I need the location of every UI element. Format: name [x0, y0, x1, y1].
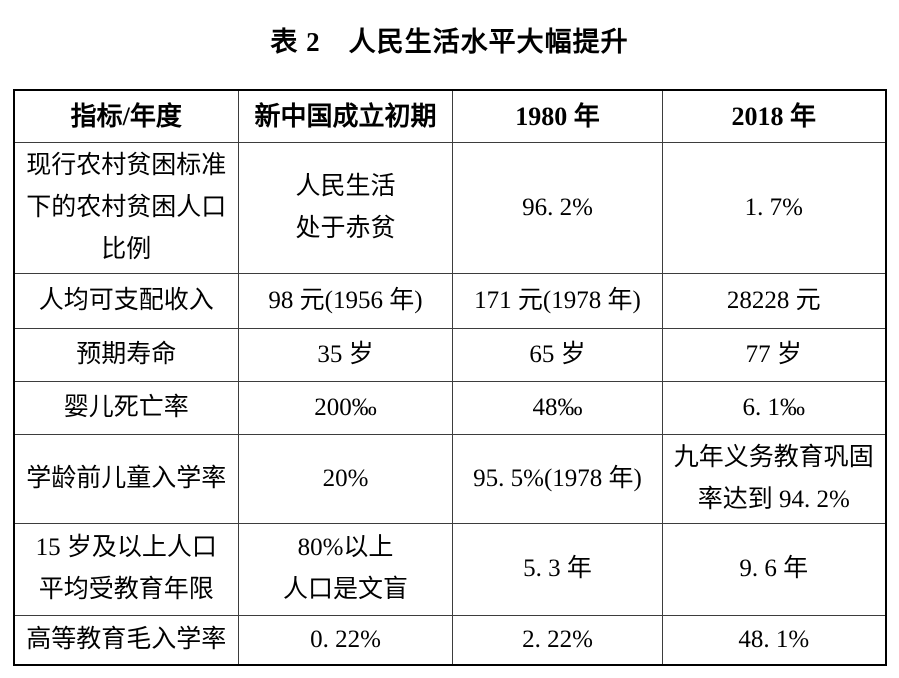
cell-value: 九年义务教育巩固 率达到 94. 2% [662, 433, 886, 524]
cell-value: 28228 元 [662, 272, 886, 329]
table-row-disposable-income: 人均可支配收入 98 元(1956 年) 171 元(1978 年) 28228… [13, 272, 886, 329]
table-body: 现行农村贫困标准 下的农村贫困人口 比例 人民生活 处于赤贫 96. 2% 1.… [13, 141, 886, 666]
header-cell-2018: 2018 年 [662, 89, 886, 143]
table-caption: 表 2 人民生活水平大幅提升 [270, 27, 629, 57]
cell-value: 171 元(1978 年) [452, 272, 663, 329]
cell-value: 65 岁 [452, 327, 663, 382]
cell-value: 96. 2% [452, 141, 663, 274]
header-cell-1980: 1980 年 [452, 89, 663, 143]
cell-value: 6. 1‰ [662, 380, 886, 435]
cell-indicator: 婴儿死亡率 [13, 380, 239, 435]
cell-value: 35 岁 [238, 327, 453, 382]
cell-value: 48. 1% [662, 614, 886, 666]
statistics-table: 指标/年度 新中国成立初期 1980 年 2018 年 现行农村贫困标准 下的农… [12, 89, 887, 667]
cell-value: 5. 3 年 [452, 522, 663, 616]
cell-indicator: 15 岁及以上人口 平均受教育年限 [13, 522, 239, 616]
table-row-preschool-enrollment: 学龄前儿童入学率 20% 95. 5%(1978 年) 九年义务教育巩固 率达到… [13, 433, 886, 524]
cell-indicator: 人均可支配收入 [13, 272, 239, 329]
cell-indicator: 学龄前儿童入学率 [13, 433, 239, 524]
table-row-infant-mortality: 婴儿死亡率 200‰ 48‰ 6. 1‰ [13, 380, 886, 435]
table-row-life-expectancy: 预期寿命 35 岁 65 岁 77 岁 [13, 327, 886, 382]
cell-indicator: 高等教育毛入学率 [13, 614, 239, 666]
cell-indicator: 预期寿命 [13, 327, 239, 382]
cell-value: 80%以上 人口是文盲 [238, 522, 453, 616]
header-row: 指标/年度 新中国成立初期 1980 年 2018 年 [13, 89, 886, 143]
cell-value: 48‰ [452, 380, 663, 435]
header-cell-early-prc: 新中国成立初期 [238, 89, 453, 143]
cell-value: 200‰ [238, 380, 453, 435]
cell-indicator: 现行农村贫困标准 下的农村贫困人口 比例 [13, 141, 239, 274]
cell-value: 20% [238, 433, 453, 524]
table-row-years-of-education: 15 岁及以上人口 平均受教育年限 80%以上 人口是文盲 5. 3 年 9. … [13, 522, 886, 616]
cell-value: 0. 22% [238, 614, 453, 666]
cell-value: 98 元(1956 年) [238, 272, 453, 329]
table-row-rural-poverty: 现行农村贫困标准 下的农村贫困人口 比例 人民生活 处于赤贫 96. 2% 1.… [13, 141, 886, 274]
cell-value: 1. 7% [662, 141, 886, 274]
cell-value: 2. 22% [452, 614, 663, 666]
cell-value: 77 岁 [662, 327, 886, 382]
cell-value: 95. 5%(1978 年) [452, 433, 663, 524]
table-row-higher-education-enrollment: 高等教育毛入学率 0. 22% 2. 22% 48. 1% [13, 614, 886, 666]
cell-value: 人民生活 处于赤贫 [238, 141, 453, 274]
cell-value: 9. 6 年 [662, 522, 886, 616]
header-cell-indicator: 指标/年度 [13, 89, 239, 143]
